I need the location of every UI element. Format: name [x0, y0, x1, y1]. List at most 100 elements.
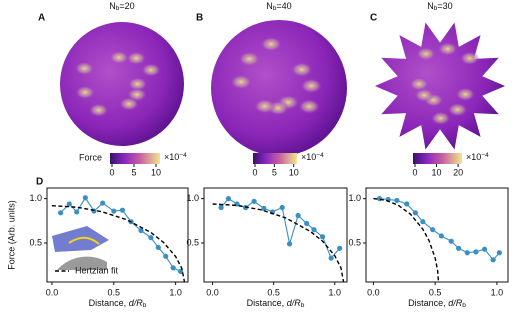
- data-point: [337, 245, 343, 251]
- data-point: [170, 265, 176, 271]
- panel-title-part: b: [273, 5, 277, 12]
- colorbar-exponent: ×10−4: [164, 152, 187, 162]
- legend-label: Hertzian fit: [75, 265, 119, 275]
- data-point: [376, 196, 383, 202]
- data-point: [66, 201, 72, 207]
- data-point: [304, 220, 310, 227]
- surface-patch: [300, 78, 323, 94]
- panel-title: Nb=40: [266, 1, 291, 12]
- x-axis-label-part: b: [462, 302, 466, 309]
- data-point: [91, 208, 97, 214]
- surface-patch: [447, 102, 468, 117]
- x-tick-label: 0.0: [46, 287, 59, 297]
- data-line: [379, 198, 500, 261]
- x-tick-label: 1.0: [491, 287, 504, 297]
- x-axis-label-part: b: [301, 302, 305, 309]
- panel-title: Nb=30: [427, 1, 452, 12]
- panel-title-part: b: [116, 5, 120, 12]
- data-point: [286, 241, 293, 247]
- surface-patch: [127, 77, 148, 91]
- x-axis-label-part: d/R: [129, 298, 144, 308]
- x-axis-label-part: Distance,: [408, 298, 448, 308]
- x-axis-label: Distance, d/Rb: [247, 298, 305, 309]
- data-point: [448, 238, 454, 244]
- x-tick-label: 0.5: [108, 287, 121, 297]
- panel-title-part: b: [434, 5, 438, 12]
- data-point: [496, 250, 502, 256]
- data-point: [456, 245, 462, 251]
- x-axis-label: Distance, d/Rb: [89, 298, 147, 309]
- data-point: [412, 210, 418, 216]
- inset-arrow: [68, 236, 100, 245]
- panel-title-part: =30: [437, 1, 452, 11]
- x-axis-label-part: Distance,: [89, 298, 129, 308]
- y-tick-label: 1.0: [29, 193, 42, 203]
- x-axis-label-part: Distance,: [247, 298, 287, 308]
- surface-patch: [409, 77, 429, 91]
- inset-sphere: [57, 256, 107, 270]
- surface-patch: [430, 111, 451, 126]
- data-point: [279, 204, 285, 211]
- surface-patch: [414, 88, 435, 102]
- data-point: [119, 207, 126, 213]
- colorbar-tick-label: 10: [432, 167, 442, 177]
- surface-patch: [75, 85, 96, 100]
- surface-patch: [238, 51, 261, 67]
- data-point: [481, 246, 488, 252]
- data-point: [438, 233, 444, 239]
- data-point: [261, 205, 267, 211]
- x-tick-label: 0.5: [429, 287, 442, 297]
- data-point: [490, 257, 496, 263]
- surface-patch: [437, 42, 458, 56]
- data-point: [319, 234, 326, 240]
- colorbar-tick-label: 10: [151, 167, 161, 177]
- colorbar-tick-label: 0: [412, 167, 417, 177]
- y-tick-label: 0.5: [186, 237, 199, 247]
- panel-label: B: [196, 13, 203, 24]
- fit-line: [212, 203, 345, 282]
- panel-label: A: [38, 13, 45, 24]
- particle-surface: [374, 22, 506, 150]
- x-tick-label: 0.0: [206, 287, 219, 297]
- plot-frame: [203, 187, 348, 283]
- panel-title-part: N: [109, 1, 116, 11]
- data-point: [155, 244, 161, 251]
- surface-patch: [298, 99, 321, 114]
- surface-patch: [74, 61, 95, 76]
- data-point: [295, 212, 301, 219]
- data-point: [148, 235, 154, 241]
- y-tick-label: 0.5: [348, 237, 361, 247]
- data-point: [394, 197, 400, 204]
- colorbar-exponent-part: −4: [316, 152, 324, 159]
- colorbar-label: Force: [79, 152, 102, 162]
- colorbar: [413, 153, 462, 164]
- panel-title-part: =40: [276, 1, 291, 11]
- y-tick-label: 0.5: [29, 237, 42, 247]
- surface-patch: [290, 62, 313, 78]
- x-axis-label: Distance, d/Rb: [408, 298, 466, 309]
- y-axis-label: Force (Arb. units): [6, 200, 16, 270]
- data-point: [328, 255, 334, 261]
- data-point: [464, 250, 470, 256]
- y-tick-label: 1.0: [348, 193, 361, 203]
- colorbar-exponent: ×10−4: [301, 152, 324, 162]
- data-point: [473, 249, 479, 255]
- surface-patch: [455, 87, 476, 102]
- x-axis-label-part: b: [143, 302, 147, 309]
- panel-title: Nb=20: [109, 1, 134, 12]
- data-point: [58, 210, 64, 216]
- data-point: [138, 227, 144, 234]
- colorbar-exponent-part: ×10: [466, 152, 481, 162]
- data-point: [430, 227, 436, 233]
- surface-patch: [459, 51, 480, 66]
- colorbar-tick-label: 0: [109, 167, 114, 177]
- colorbar-tick-label: 5: [272, 167, 277, 177]
- x-axis-label-part: d/R: [287, 298, 302, 308]
- data-point: [74, 209, 80, 215]
- colorbar-exponent: ×10−4: [466, 152, 489, 162]
- panel-title-part: =20: [119, 1, 134, 11]
- colorbar: [110, 153, 160, 164]
- surface-patch: [109, 50, 129, 65]
- surface-patch: [119, 97, 139, 111]
